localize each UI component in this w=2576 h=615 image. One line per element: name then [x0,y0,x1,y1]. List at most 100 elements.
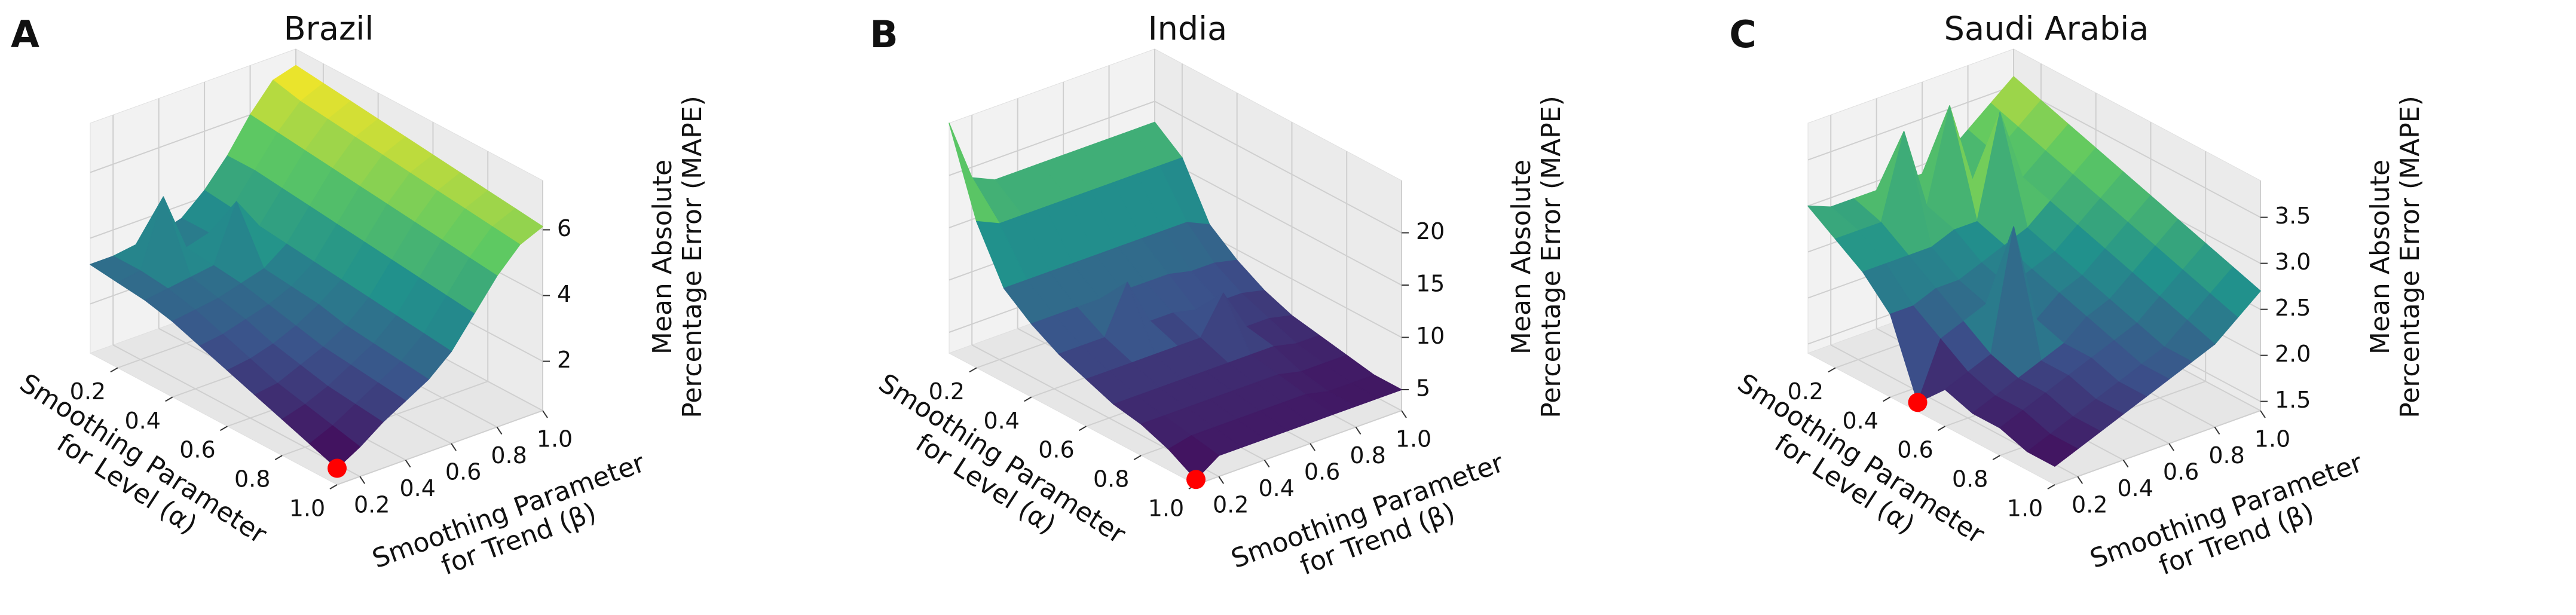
z-axis-label: Mean Absolute Percentage Error (MAPE) [647,96,708,418]
y-tick-label: 0.6 [2163,459,2199,485]
chart-panel: 0.2 0.4 0.6 0.8 1.0 0.2 0.4 0.6 0.8 1.0 2 4 6 A Brazil… [11,10,708,582]
y-tick-label: 0.4 [1258,475,1294,501]
x-tick [219,426,228,432]
z-tick-label: 15 [1416,271,1445,297]
y-tick [451,443,457,451]
x-tick [110,367,118,373]
chart-panel: 0.2 0.4 0.6 0.8 1.0 0.2 0.4 0.6 0.8 1.0 5 10 15 20 B In… [870,10,1567,582]
x-tick [274,455,283,460]
x-tick-label: 0.6 [1897,437,1933,463]
chart-title: Saudi Arabia [1944,10,2149,48]
x-tick [1883,396,1891,402]
x-tick-label: 0.8 [234,466,270,492]
surface-facet [2027,433,2078,467]
panel-label: C [1729,13,1757,56]
grid-line [1154,153,1402,286]
z-tick-label: 4 [557,281,571,307]
x-tick-label: 0.2 [70,378,106,405]
grid-line [1195,410,1402,485]
z-axis-label-line: Mean Absolute [647,160,678,354]
z-axis-label: Mean Absolute Percentage Error (MAPE) [1506,96,1567,418]
y-tick-label: 0.8 [491,442,527,469]
grid-line [949,100,1155,176]
y-tick [2122,460,2129,468]
z-tick-label: 2 [557,347,571,373]
panel-label: A [11,13,39,56]
x-tick-label: 1.0 [289,495,325,522]
x-tick-label: 0.4 [1842,408,1878,434]
z-tick-label: 3.0 [2275,249,2311,275]
x-tick [1992,455,2000,460]
x-tick [1133,455,1142,460]
z-axis-label-line: Percentage Error (MAPE) [1536,96,1567,418]
x-tick-label: 0.6 [1038,437,1074,463]
y-tick [2214,427,2220,435]
x-tick-label: 0.6 [179,437,215,463]
chart-panel: 0.2 0.4 0.6 0.8 1.0 0.2 0.4 0.6 0.8 1.0 1.5 2.0 2.5 3… [1729,10,2425,582]
chart-title: India [1148,10,1228,48]
z-tick-label: 2.5 [2275,295,2311,321]
x-tick-label: 1.0 [2007,495,2043,522]
chart-title: Brazil [284,10,374,48]
y-tick [1355,427,1362,435]
x-tick [969,367,977,373]
y-tick-label: 0.6 [445,459,481,485]
z-axis-label-line: Mean Absolute [2365,160,2396,354]
grid-line [1807,85,2014,161]
minimum-marker [1908,393,1928,412]
y-tick [1401,410,1407,418]
grid-line [112,344,360,478]
y-tick-label: 0.2 [2072,492,2107,518]
grid-line [2013,85,2261,218]
z-tick-label: 6 [557,215,571,241]
z-axis-label-line: Mean Absolute [1506,160,1537,354]
z-tick-label: 1.5 [2275,387,2311,413]
y-tick [542,410,548,418]
surface-facet [309,425,360,469]
x-tick [1828,367,1836,373]
y-tick-label: 0.6 [1304,459,1340,485]
y-tick [405,460,411,468]
panel-label: B [870,13,898,56]
minimum-marker [328,458,347,478]
grid-line [1154,100,1402,234]
y-tick [496,427,503,435]
y-tick-label: 1.0 [537,426,573,452]
y-tick [1218,476,1225,484]
x-tick-label: 0.4 [124,408,160,434]
z-tick-label: 5 [1416,375,1430,402]
y-tick-label: 0.2 [1213,492,1249,518]
x-tick-label: 0.4 [983,408,1019,434]
y-tick [359,476,366,484]
x-tick [329,484,338,489]
minimum-marker [1186,470,1206,489]
x-tick [1024,396,1032,402]
x-tick [1078,426,1087,432]
x-tick-label: 0.2 [1788,378,1824,405]
grid-line [336,410,543,485]
x-tick [165,396,173,402]
x-tick-label: 0.2 [929,378,965,405]
y-tick-label: 0.4 [399,475,435,501]
x-tick [2047,484,2055,489]
z-axis-label: Mean Absolute Percentage Error (MAPE) [2365,96,2425,418]
y-tick [1263,460,1270,468]
z-tick-label: 20 [1416,218,1445,244]
y-tick-label: 0.8 [2208,442,2244,469]
y-tick [2077,476,2084,484]
surface-facet [1168,435,1219,480]
y-tick-label: 0.4 [2117,475,2153,501]
y-tick [2260,410,2266,418]
y-tick [2168,443,2174,451]
y-tick [1310,443,1315,451]
z-axis-label-line: Percentage Error (MAPE) [677,96,708,418]
x-tick-label: 1.0 [1148,495,1184,522]
z-axis-label-line: Percentage Error (MAPE) [2395,96,2425,418]
x-tick-label: 0.8 [1952,466,1988,492]
grid-line [2054,410,2261,485]
z-tick-label: 10 [1416,323,1445,349]
